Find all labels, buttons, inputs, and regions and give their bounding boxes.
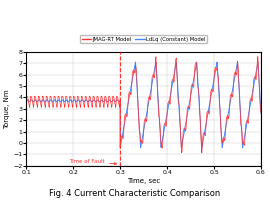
Line: LdLq (Constant) Model: LdLq (Constant) Model (26, 62, 261, 148)
JMAG-RT Model (114, 102, 118, 105)
JMAG-RT Model (218, 93, 221, 96)
JMAG-RT Model (256, 55, 259, 58)
LdLq (Constant) Model (177, 106, 181, 109)
JMAG-RT Model (200, 152, 203, 154)
JMAG-RT Model (25, 98, 28, 101)
Line: JMAG-RT Model: JMAG-RT Model (26, 56, 261, 153)
LdLq (Constant) Model (119, 146, 122, 149)
LdLq (Constant) Model (134, 61, 137, 63)
JMAG-RT Model (68, 104, 71, 107)
LdLq (Constant) Model (166, 112, 169, 114)
Text: Time of Fault: Time of Fault (69, 159, 116, 165)
Legend: JMAG-RT Model, LdLq (Constant) Model: JMAG-RT Model, LdLq (Constant) Model (80, 35, 207, 43)
LdLq (Constant) Model (25, 100, 28, 102)
X-axis label: Time, sec: Time, sec (127, 178, 160, 184)
JMAG-RT Model (200, 147, 203, 149)
LdLq (Constant) Model (218, 98, 221, 101)
LdLq (Constant) Model (114, 100, 118, 102)
LdLq (Constant) Model (200, 141, 203, 144)
JMAG-RT Model (177, 103, 181, 105)
LdLq (Constant) Model (68, 100, 71, 103)
JMAG-RT Model (259, 111, 263, 114)
Y-axis label: Torque, Nm: Torque, Nm (4, 89, 10, 129)
LdLq (Constant) Model (259, 112, 263, 115)
JMAG-RT Model (166, 113, 169, 115)
Text: Fig. 4 Current Characteristic Comparison: Fig. 4 Current Characteristic Comparison (49, 189, 221, 198)
